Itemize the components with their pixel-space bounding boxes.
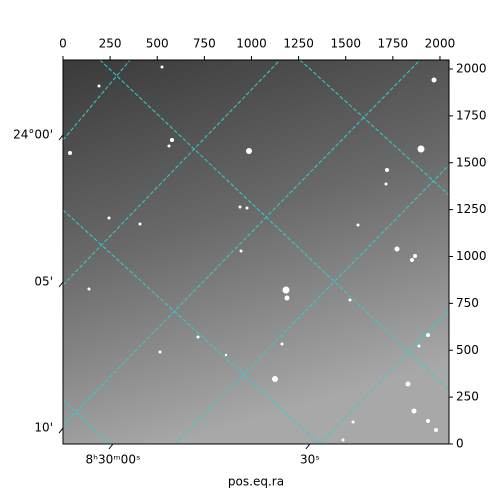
top-tick-label: 0 bbox=[59, 37, 67, 51]
sky-image bbox=[63, 60, 449, 444]
right-tick-label: 1500 bbox=[456, 155, 487, 169]
dec-tick-label: 10' bbox=[34, 421, 53, 435]
right-tick-label: 750 bbox=[456, 296, 479, 310]
stars bbox=[68, 65, 438, 442]
x-axis-label: pos.eq.ra bbox=[228, 475, 284, 489]
dec-tick bbox=[58, 134, 64, 141]
top-tick-label: 1500 bbox=[330, 37, 361, 51]
top-tick-label: 2000 bbox=[425, 37, 456, 51]
right-tick-label: 1250 bbox=[456, 202, 487, 216]
plot-frame bbox=[62, 59, 450, 445]
right-tick-label: 1000 bbox=[456, 249, 487, 263]
ra-tick bbox=[108, 443, 114, 450]
top-tick-label: 1750 bbox=[378, 37, 409, 51]
right-tick-label: 250 bbox=[456, 390, 479, 404]
ra-tick-label: 30ˢ bbox=[300, 453, 320, 467]
dec-tick bbox=[58, 281, 64, 288]
dec-tick-label: 24°00' bbox=[13, 128, 53, 142]
top-tick-label: 750 bbox=[193, 37, 216, 51]
ra-tick-label: 8ʰ30ᵐ00ˢ bbox=[85, 453, 140, 467]
right-tick-label: 2000 bbox=[456, 62, 487, 76]
coordinate-grid bbox=[63, 60, 449, 444]
right-tick-label: 500 bbox=[456, 343, 479, 357]
dec-tick-label: 05' bbox=[34, 275, 53, 289]
top-tick-label: 500 bbox=[146, 37, 169, 51]
top-tick-label: 1250 bbox=[283, 37, 314, 51]
top-tick-label: 250 bbox=[99, 37, 122, 51]
top-tick-label: 1000 bbox=[236, 37, 267, 51]
right-tick-label: 1750 bbox=[456, 108, 487, 122]
dec-tick bbox=[58, 427, 64, 434]
right-tick-label: 0 bbox=[456, 437, 464, 451]
ra-tick bbox=[305, 443, 311, 450]
